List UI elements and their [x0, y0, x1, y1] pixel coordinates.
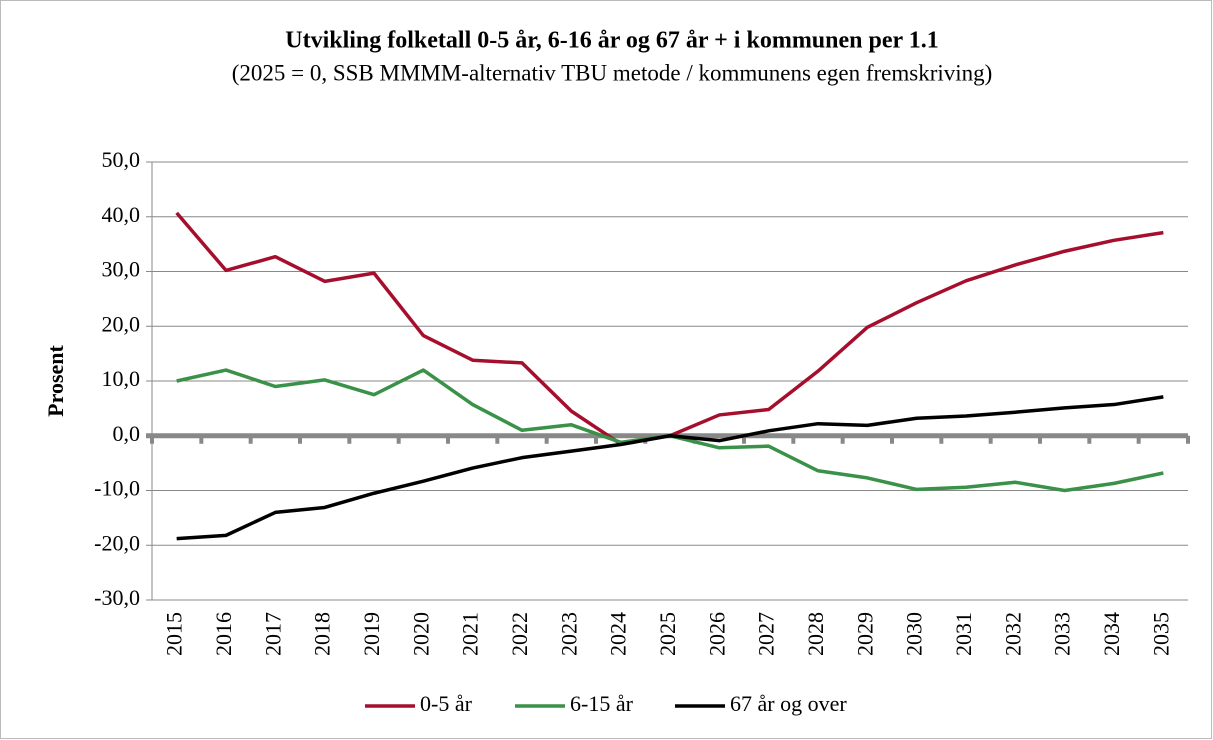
- x-tick-label: 2026: [704, 612, 729, 656]
- y-tick-label: 0,0: [113, 421, 141, 446]
- x-tick-label: 2034: [1099, 612, 1124, 656]
- legend-label: 0-5 år: [420, 691, 473, 716]
- legend-label: 67 år og over: [730, 691, 847, 716]
- x-tick-label: 2021: [458, 612, 483, 656]
- x-tick-label: 2035: [1148, 612, 1173, 656]
- x-tick-label: 2029: [852, 612, 877, 656]
- x-tick-label: 2031: [951, 612, 976, 656]
- x-tick-label: 2019: [359, 612, 384, 656]
- x-tick-label: 2030: [902, 612, 927, 656]
- y-tick-label: -20,0: [94, 530, 140, 555]
- chart-subtitle: (2025 = 0, SSB MMMM-alternativ TBU metod…: [232, 60, 993, 85]
- x-tick-label: 2017: [260, 612, 285, 656]
- x-tick-label: 2020: [408, 612, 433, 656]
- x-tick-label: 2025: [655, 612, 680, 656]
- y-tick-label: -10,0: [94, 476, 140, 501]
- x-tick-label: 2032: [1000, 612, 1025, 656]
- y-tick-label: 10,0: [102, 366, 141, 391]
- y-tick-label: 30,0: [102, 257, 141, 282]
- x-tick-label: 2016: [211, 612, 236, 656]
- x-tick-label: 2027: [754, 612, 779, 656]
- y-tick-label: 50,0: [102, 147, 141, 172]
- x-tick-label: 2033: [1050, 612, 1075, 656]
- x-tick-label: 2023: [556, 612, 581, 656]
- series-line: [176, 395, 1164, 541]
- x-tick-label: 2028: [803, 612, 828, 656]
- y-tick-label: 40,0: [102, 202, 141, 227]
- y-tick-label: 20,0: [102, 311, 141, 336]
- y-axis-label: Prosent: [43, 344, 68, 416]
- x-tick-label: 2022: [507, 612, 532, 656]
- x-tick-label: 2018: [310, 612, 335, 656]
- x-tick-label: 2024: [606, 612, 631, 656]
- x-tick-label: 2015: [162, 612, 187, 656]
- chart-title: Utvikling folketall 0-5 år, 6-16 år og 6…: [285, 28, 938, 54]
- legend-label: 6-15 år: [570, 691, 634, 716]
- y-tick-label: -30,0: [94, 585, 140, 610]
